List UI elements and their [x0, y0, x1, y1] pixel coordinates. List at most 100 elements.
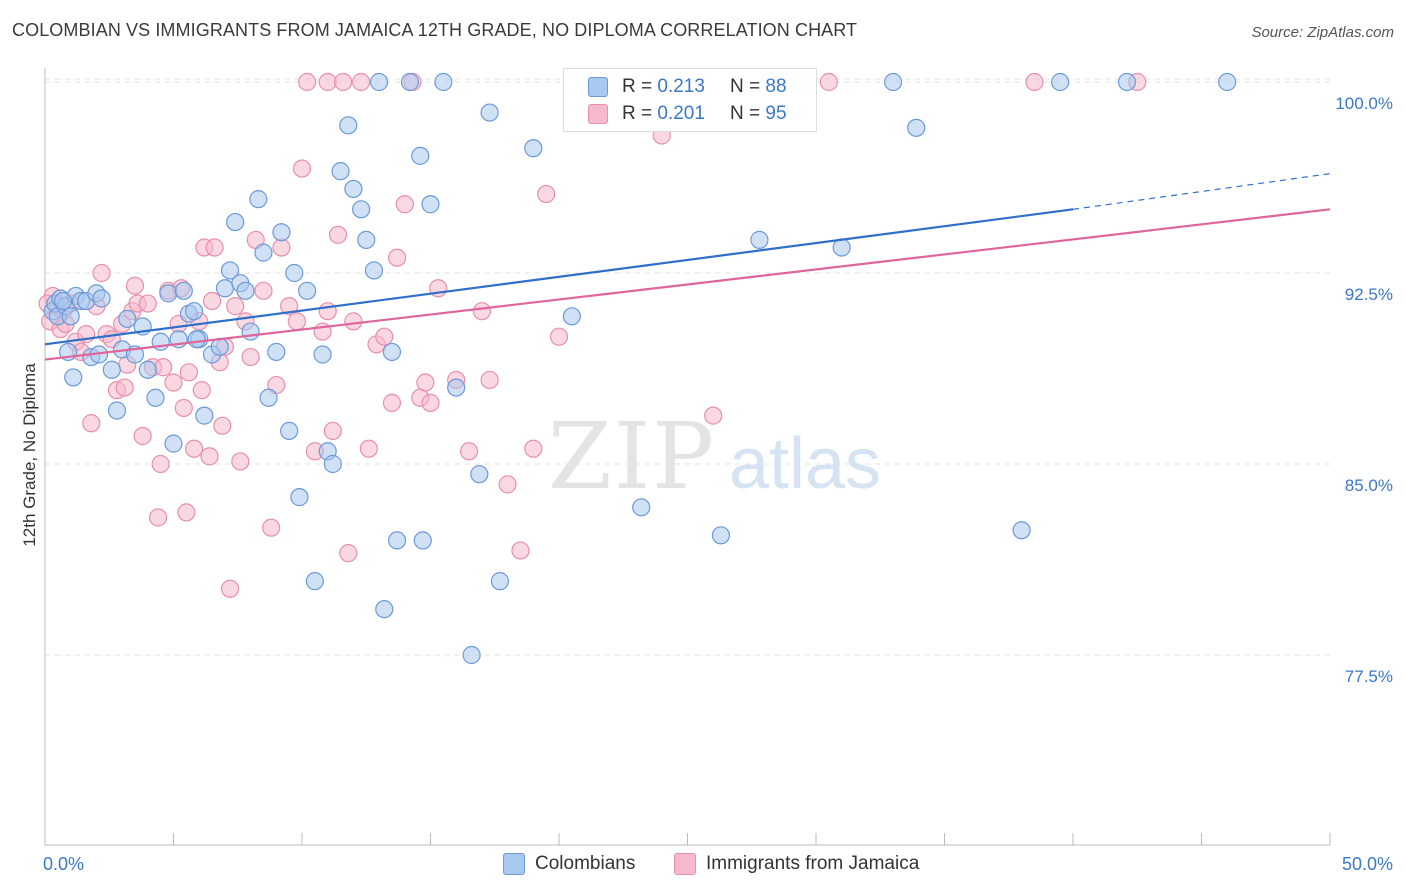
jamaica-point — [1025, 72, 1044, 92]
colombians-point — [64, 368, 83, 387]
colombians-point — [1012, 521, 1031, 540]
jamaica-point — [262, 518, 281, 537]
colombians-point — [164, 434, 183, 453]
colombians-r: R = 0.213 — [622, 76, 705, 97]
jamaica-point — [174, 398, 193, 418]
colombians-point — [883, 72, 903, 92]
jamaica-point — [202, 291, 222, 311]
colombians-point — [280, 421, 299, 440]
jamaica-point — [133, 426, 152, 446]
colombians-point — [323, 454, 342, 474]
colombians-point — [241, 322, 260, 341]
colombians-point — [102, 360, 121, 379]
y-tick-label: 92.5% — [1345, 285, 1393, 304]
watermark-atlas: atlas — [729, 424, 881, 504]
jamaica-point — [254, 281, 273, 300]
jamaica-point — [375, 327, 394, 346]
colombians-point — [1051, 72, 1070, 92]
colombians-point — [411, 146, 430, 165]
colombians-point — [352, 200, 371, 219]
jamaica-point — [318, 72, 337, 92]
colombians-point — [1117, 72, 1137, 92]
jamaica-point — [200, 447, 219, 466]
y-tick-label: 85.0% — [1345, 476, 1393, 495]
jamaica-point — [328, 225, 348, 244]
colombians-point — [357, 230, 376, 249]
jamaica-point — [459, 442, 479, 461]
colombians-point — [462, 645, 481, 665]
stats-box: R = 0.213 N = 88 R = 0.201 N = 95 — [563, 68, 817, 132]
colombians-trend-extension — [1072, 173, 1331, 210]
jamaica-n: N = 95 — [730, 103, 787, 124]
jamaica-point — [82, 414, 101, 433]
colombians-point — [249, 190, 268, 209]
colombians-point — [174, 281, 193, 300]
x-tick-label: 50.0% — [1342, 854, 1393, 874]
colombians-point — [421, 195, 440, 214]
colombians-point — [195, 406, 214, 425]
jamaica-point — [498, 475, 517, 494]
y-axis-label: 12th Grade, No Diploma — [20, 363, 39, 547]
legend-colombians-swatch — [503, 853, 525, 875]
jamaica-point — [220, 579, 240, 598]
legend-colombians[interactable]: Colombians — [503, 852, 635, 876]
colombians-point — [364, 261, 384, 280]
jamaica-point — [280, 297, 299, 316]
colombians-point — [382, 342, 402, 362]
jamaica-point — [387, 248, 407, 267]
colombians-point — [907, 118, 926, 137]
colombians-point — [92, 289, 111, 308]
jamaica-point — [179, 363, 199, 382]
legend-jamaica[interactable]: Immigrants from Jamaica — [674, 852, 919, 876]
colombians-point — [447, 378, 466, 397]
legend-jamaica-swatch — [674, 853, 696, 875]
jamaica-point — [421, 393, 440, 412]
colombians-point — [434, 72, 453, 92]
colombians-point — [187, 330, 206, 349]
colombians-n: N = 88 — [730, 76, 787, 97]
colombians-point — [159, 284, 178, 303]
colombians-point — [387, 531, 407, 550]
jamaica-point — [205, 238, 224, 257]
jamaica-point — [472, 302, 491, 321]
colombians-point — [1218, 72, 1237, 92]
legend-jamaica-label: Immigrants from Jamaica — [706, 853, 920, 874]
colombians-point — [375, 600, 394, 619]
colombians-point — [107, 401, 127, 420]
jamaica-trend-line — [44, 208, 1331, 361]
colombians-point — [331, 162, 350, 181]
data-points — [38, 72, 1237, 665]
jamaica-point — [359, 439, 378, 458]
jamaica-point — [292, 159, 312, 178]
colombians-point — [562, 307, 581, 326]
jamaica-point — [511, 541, 530, 560]
jamaica-r: R = 0.201 — [622, 103, 705, 124]
colombians-point — [61, 307, 80, 326]
watermark: ZIP atlas — [548, 403, 881, 510]
jamaica-point — [298, 72, 317, 92]
jamaica-point — [352, 72, 371, 92]
y-tick-label: 77.5% — [1345, 667, 1393, 686]
jamaica-point — [184, 439, 204, 458]
jamaica-point — [287, 312, 306, 331]
jamaica-point — [138, 294, 157, 313]
jamaica-point — [231, 452, 250, 471]
colombians-point — [400, 72, 420, 92]
tick-labels: 77.5% 85.0% 92.5% 100.0% 0.0% 50.0% — [43, 94, 1393, 874]
colombians-point — [285, 263, 304, 283]
grid-lines — [45, 78, 1330, 656]
colombians-point — [220, 261, 240, 280]
y-tick-label: 100.0% — [1335, 94, 1393, 113]
colombians-trend-line — [44, 208, 1074, 346]
colombians-point — [138, 360, 157, 379]
colombians-point — [226, 212, 245, 232]
jamaica-point — [318, 302, 337, 321]
colombians-point — [524, 139, 543, 158]
jamaica-point — [537, 184, 556, 204]
colombians-point — [344, 179, 363, 199]
colombians-point — [339, 116, 358, 135]
x-tick-label: 0.0% — [43, 854, 84, 874]
axes — [44, 68, 1331, 846]
colombians-point — [146, 388, 165, 407]
jamaica-point — [192, 381, 211, 400]
